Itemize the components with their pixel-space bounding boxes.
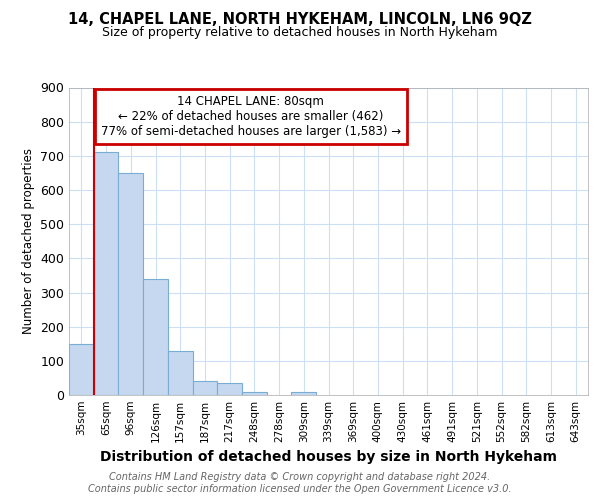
- Bar: [242, 392, 267, 395]
- Bar: [94, 152, 118, 395]
- Bar: [292, 392, 316, 395]
- Bar: [217, 383, 242, 395]
- Text: Contains HM Land Registry data © Crown copyright and database right 2024.
Contai: Contains HM Land Registry data © Crown c…: [88, 472, 512, 494]
- Bar: [118, 173, 143, 395]
- Bar: [168, 350, 193, 395]
- Bar: [143, 279, 168, 395]
- Bar: [69, 344, 94, 395]
- Y-axis label: Number of detached properties: Number of detached properties: [22, 148, 35, 334]
- Text: Size of property relative to detached houses in North Hykeham: Size of property relative to detached ho…: [102, 26, 498, 39]
- Text: 14, CHAPEL LANE, NORTH HYKEHAM, LINCOLN, LN6 9QZ: 14, CHAPEL LANE, NORTH HYKEHAM, LINCOLN,…: [68, 12, 532, 28]
- X-axis label: Distribution of detached houses by size in North Hykeham: Distribution of detached houses by size …: [100, 450, 557, 464]
- Text: 14 CHAPEL LANE: 80sqm
← 22% of detached houses are smaller (462)
77% of semi-det: 14 CHAPEL LANE: 80sqm ← 22% of detached …: [101, 95, 401, 138]
- Bar: [193, 382, 217, 395]
